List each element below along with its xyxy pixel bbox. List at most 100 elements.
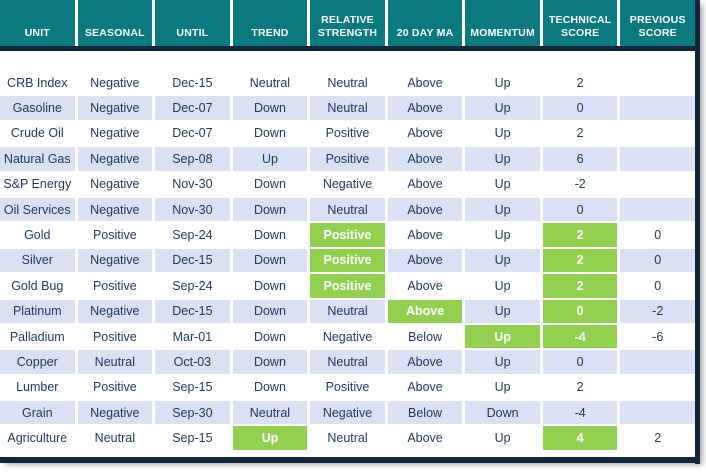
cell-gasoline-seasonal: Negative [77,96,153,120]
cell-palladium-previous-score: -6 [620,324,695,349]
cell-agriculture-trend: Up [232,426,308,450]
cell-crb-index-seasonal: Negative [77,71,153,95]
cell-grain-previous-score [620,401,695,425]
cell-gasoline-momentum: Up [465,96,540,120]
cell-agriculture-relative-strength: Neutral [310,426,385,450]
cell-natural-gas-unit: Natural Gas [0,147,75,171]
cell-grain-relative-strength: Negative [310,401,385,425]
cell-platinum-momentum: Up [465,299,540,323]
cell-gold-bug-previous-score: 0 [620,274,695,298]
cell-grain-20-day-ma: Below [387,401,463,425]
column-header-previous-score: PREVIOUS SCORE [620,0,695,46]
cell-oil-services-seasonal: Negative [77,197,153,222]
cell-gasoline-technical-score: 0 [542,96,618,120]
cell-gold-20-day-ma: Above [387,223,463,247]
cell-gold-seasonal: Positive [77,223,153,247]
cell-crb-index-until: Dec-15 [155,71,230,95]
cell-copper-technical-score: 0 [542,350,618,374]
cell-oil-services-relative-strength: Neutral [310,197,385,222]
cell-lumber-momentum: Up [465,375,540,400]
table-header-row: UNIT SEASONAL UNTIL TREND RELATIVE STREN… [0,0,695,46]
cell-lumber-unit: Lumber [0,375,75,400]
cell-silver-relative-strength: Positive [310,248,385,273]
cell-natural-gas-until: Sep-08 [155,147,230,171]
cell-s-p-energy-momentum: Up [465,172,540,196]
cell-platinum-until: Dec-15 [155,299,230,323]
cell-platinum-previous-score: -2 [620,299,695,323]
cell-lumber-until: Sep-15 [155,375,230,400]
cell-copper-20-day-ma: Above [387,350,463,374]
cell-oil-services-momentum: Up [465,197,540,222]
cell-platinum-technical-score: 0 [542,299,618,323]
cell-gold-relative-strength: Positive [310,223,385,247]
cell-lumber-seasonal: Positive [77,375,153,400]
cell-gasoline-unit: Gasoline [0,96,75,120]
cell-gold-bug-trend: Down [232,274,308,298]
cell-palladium-trend: Down [232,324,308,349]
cell-agriculture-20-day-ma: Above [387,426,463,450]
cell-oil-services-technical-score: 0 [542,197,618,222]
cell-gasoline-20-day-ma: Above [387,96,463,120]
cell-palladium-until: Mar-01 [155,324,230,349]
cell-platinum-unit: Platinum [0,299,75,323]
cell-agriculture-until: Sep-15 [155,426,230,450]
cell-gold-bug-20-day-ma: Above [387,274,463,298]
cell-gold-bug-momentum: Up [465,274,540,298]
cell-crude-oil-technical-score: 2 [542,121,618,146]
cell-silver-until: Dec-15 [155,248,230,273]
cell-grain-trend: Neutral [232,401,308,425]
cell-crude-oil-20-day-ma: Above [387,121,463,146]
cell-gold-previous-score: 0 [620,223,695,247]
cell-gold-bug-until: Sep-24 [155,274,230,298]
cell-gold-until: Sep-24 [155,223,230,247]
cell-crb-index-unit: CRB Index [0,71,75,95]
cell-silver-trend: Down [232,248,308,273]
cell-crude-oil-unit: Crude Oil [0,121,75,146]
column-header-seasonal: SEASONAL [77,0,153,46]
table-bottom-border [0,456,700,463]
cell-s-p-energy-technical-score: -2 [542,172,618,196]
table-frame: UNIT SEASONAL UNTIL TREND RELATIVE STREN… [0,0,700,464]
column-header-unit: UNIT [0,0,75,46]
cell-crude-oil-relative-strength: Positive [310,121,385,146]
cell-natural-gas-trend: Up [232,147,308,171]
cell-palladium-20-day-ma: Below [387,324,463,349]
cell-agriculture-seasonal: Neutral [77,426,153,450]
cell-lumber-previous-score [620,375,695,400]
cell-s-p-energy-previous-score [620,172,695,196]
cell-silver-20-day-ma: Above [387,248,463,273]
cell-crb-index-momentum: Up [465,71,540,95]
cell-s-p-energy-seasonal: Negative [77,172,153,196]
cell-crb-index-previous-score [620,71,695,95]
cell-crude-oil-until: Dec-07 [155,121,230,146]
cell-crb-index-20-day-ma: Above [387,71,463,95]
header-underline [0,46,700,51]
cell-palladium-unit: Palladium [0,324,75,349]
cell-s-p-energy-trend: Down [232,172,308,196]
cell-crude-oil-seasonal: Negative [77,121,153,146]
column-header-until: UNTIL [155,0,230,46]
cell-s-p-energy-20-day-ma: Above [387,172,463,196]
cell-silver-previous-score: 0 [620,248,695,273]
cell-copper-previous-score [620,350,695,374]
cell-gold-bug-technical-score: 2 [542,274,618,298]
column-header-relative-strength: RELATIVE STRENGTH [310,0,385,46]
cell-grain-seasonal: Negative [77,401,153,425]
cell-copper-relative-strength: Neutral [310,350,385,374]
cell-gasoline-relative-strength: Neutral [310,96,385,120]
cell-grain-until: Sep-30 [155,401,230,425]
cell-gasoline-previous-score [620,96,695,120]
cell-natural-gas-20-day-ma: Above [387,147,463,171]
cell-crude-oil-previous-score [620,121,695,146]
table-body: CRB Index Negative Dec-15 Neutral Neutral Abo… [0,71,695,450]
cell-crb-index-relative-strength: Neutral [310,71,385,95]
cell-oil-services-trend: Down [232,197,308,222]
cell-agriculture-technical-score: 4 [542,426,618,450]
cell-copper-until: Oct-03 [155,350,230,374]
cell-gold-technical-score: 2 [542,223,618,247]
cell-lumber-20-day-ma: Above [387,375,463,400]
cell-gasoline-until: Dec-07 [155,96,230,120]
cell-grain-technical-score: -4 [542,401,618,425]
cell-natural-gas-relative-strength: Positive [310,147,385,171]
